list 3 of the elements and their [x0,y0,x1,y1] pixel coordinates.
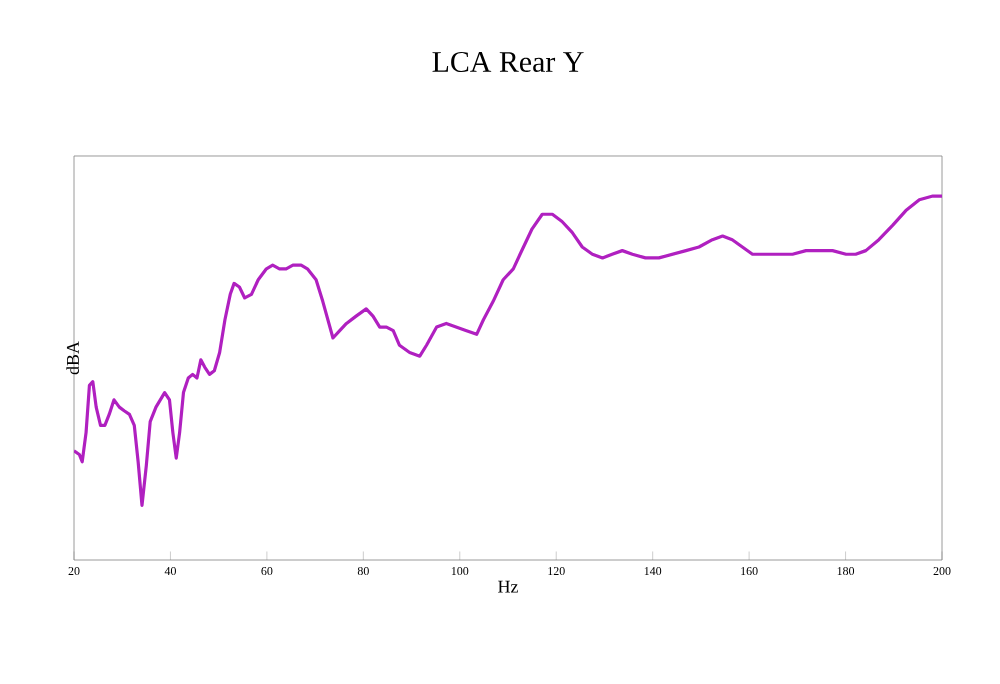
chart-title: LCA Rear Y [432,51,584,73]
x-axis-title: Hz [498,580,518,593]
y-axis-title: dBA [66,341,79,375]
